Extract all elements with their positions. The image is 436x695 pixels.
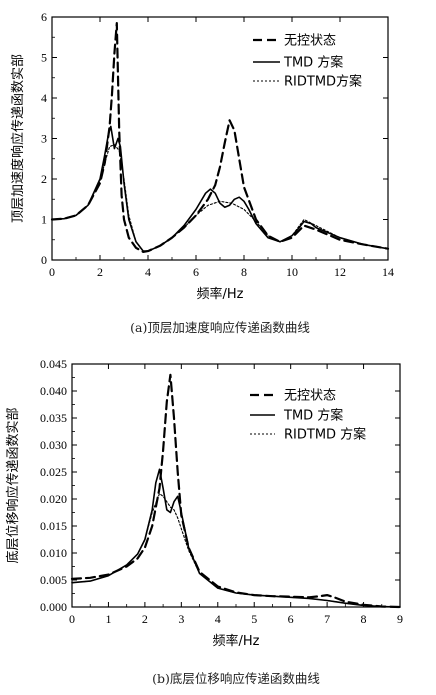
y-tick-label: 0.005 bbox=[40, 573, 67, 587]
y-axis-label: 底层位移响应传递函数实部 bbox=[5, 407, 21, 563]
x-tick-label: 1 bbox=[105, 612, 111, 626]
y-tick-label: 1 bbox=[41, 213, 47, 227]
chart-caption: (a)顶层加速度响应传递函数曲线 bbox=[130, 320, 310, 335]
x-tick-label: 14 bbox=[382, 265, 394, 279]
y-tick-label: 0.020 bbox=[40, 492, 67, 506]
y-tick-label: 4 bbox=[41, 91, 47, 105]
legend-label: RIDTMD 方案 bbox=[284, 427, 366, 443]
plot-frame bbox=[51, 16, 389, 261]
y-tick-label: 0.035 bbox=[40, 411, 67, 425]
series-line-dotted bbox=[51, 144, 389, 252]
series-line-solid bbox=[71, 468, 401, 608]
x-axis-label: 频率/Hz bbox=[197, 286, 244, 302]
chart-bottom-displacement: 0 1 2 3 4 5 6 7 8 9 0.000 0.005 0.010 0.015 0.020 0.025… bbox=[5, 357, 403, 686]
x-tick-label: 10 bbox=[286, 265, 298, 279]
x-tick-label: 6 bbox=[288, 612, 294, 626]
y-tick-label: 5 bbox=[41, 51, 47, 65]
x-tick-label: 3 bbox=[178, 612, 184, 626]
series-line-dotted bbox=[71, 493, 401, 608]
y-tick-label: 0.045 bbox=[40, 357, 67, 371]
y-tick-label: 0.015 bbox=[40, 519, 67, 533]
y-tick-label: 0.025 bbox=[40, 465, 67, 479]
x-tick-label: 12 bbox=[334, 265, 346, 279]
x-tick-label: 5 bbox=[251, 612, 257, 626]
x-tick-label: 9 bbox=[397, 612, 403, 626]
legend-label: TMD 方案 bbox=[283, 408, 343, 424]
y-tick-label: 0.040 bbox=[40, 384, 67, 398]
x-tick-label: 2 bbox=[142, 612, 148, 626]
x-tick-label: 4 bbox=[215, 612, 221, 626]
y-tick-label: 0.010 bbox=[40, 546, 67, 560]
chart-caption: (b)底层位移响应传递函数曲线 bbox=[152, 671, 320, 686]
chart-top-acceleration: 0 2 4 6 8 10 12 140123456频率/Hz顶层加速度响应传递函数实部无控状态… bbox=[10, 10, 394, 335]
y-tick-label: 6 bbox=[41, 10, 47, 24]
x-tick-label: 7 bbox=[324, 612, 330, 626]
x-tick-label: 0 bbox=[69, 612, 75, 626]
x-tick-label: 6 bbox=[193, 265, 199, 279]
legend-label: 无控状态 bbox=[284, 389, 336, 404]
y-tick-label: 2 bbox=[41, 172, 47, 186]
y-axis-label: 顶层加速度响应传递函数实部 bbox=[10, 54, 26, 223]
x-tick-label: 8 bbox=[361, 612, 367, 626]
x-tick-label: 2 bbox=[97, 265, 103, 279]
plot-frame bbox=[71, 363, 401, 608]
x-axis-label: 频率/Hz bbox=[213, 633, 260, 649]
x-tick-label: 4 bbox=[145, 265, 151, 279]
legend-label: TMD 方案 bbox=[283, 55, 343, 71]
y-tick-label: 3 bbox=[41, 132, 47, 146]
y-tick-label: 0.000 bbox=[40, 600, 67, 614]
x-tick-label: 0 bbox=[49, 265, 55, 279]
x-tick-label: 8 bbox=[241, 265, 247, 279]
series-line-dashed bbox=[70, 373, 402, 609]
legend-label: RIDTMD方案 bbox=[284, 74, 362, 90]
series-line-solid bbox=[51, 125, 389, 252]
y-tick-label: 0 bbox=[41, 253, 47, 267]
legend-label: 无控状态 bbox=[284, 34, 336, 49]
y-tick-label: 0.030 bbox=[40, 438, 67, 452]
